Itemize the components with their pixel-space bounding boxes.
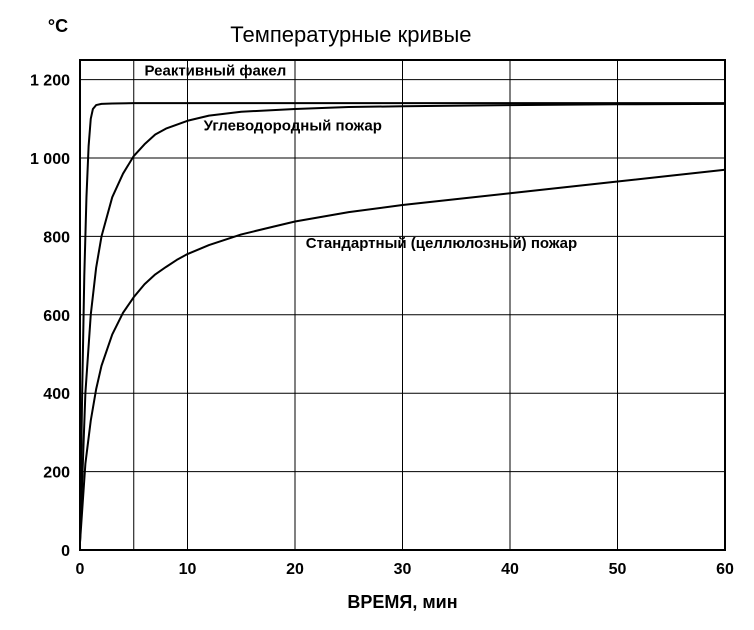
chart-svg: °CТемпературные кривые02004006008001 000… bbox=[0, 0, 754, 630]
x-tick-label: 40 bbox=[501, 561, 519, 578]
temperature-curve-chart: °CТемпературные кривые02004006008001 000… bbox=[0, 0, 754, 630]
y-tick-label: 1 000 bbox=[30, 151, 70, 168]
y-tick-label: 600 bbox=[43, 308, 70, 325]
y-tick-label: 0 bbox=[61, 543, 70, 560]
x-tick-label: 30 bbox=[394, 561, 412, 578]
x-tick-label: 50 bbox=[609, 561, 627, 578]
chart-title: Температурные кривые bbox=[230, 22, 471, 47]
y-tick-label: 800 bbox=[43, 229, 70, 246]
x-tick-label: 20 bbox=[286, 561, 304, 578]
curve-label-1: Углеводородный пожар bbox=[204, 118, 382, 135]
y-tick-label: 200 bbox=[43, 465, 70, 482]
y-unit-label: °C bbox=[48, 16, 68, 36]
y-tick-label: 1 200 bbox=[30, 73, 70, 90]
x-tick-label: 60 bbox=[716, 561, 734, 578]
curve-label-2: Стандартный (целлюлозный) пожар bbox=[306, 235, 577, 252]
y-tick-label: 400 bbox=[43, 386, 70, 403]
x-tick-label: 10 bbox=[179, 561, 197, 578]
x-tick-label: 0 bbox=[76, 561, 85, 578]
curve-label-0: Реактивный факел bbox=[145, 63, 287, 80]
x-axis-title: ВРЕМЯ, мин bbox=[347, 592, 457, 612]
